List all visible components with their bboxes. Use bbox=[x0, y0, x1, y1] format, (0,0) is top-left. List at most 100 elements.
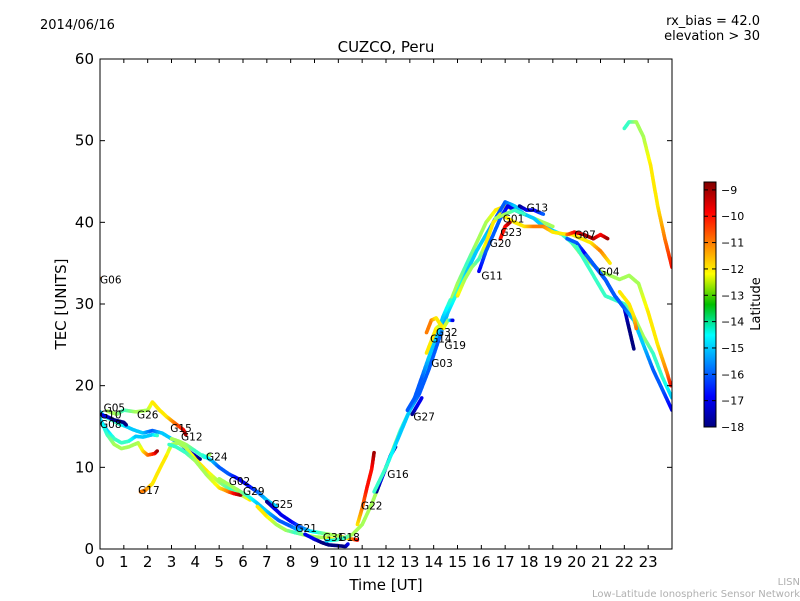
x-tick-label: 10 bbox=[329, 553, 348, 571]
track-g14 bbox=[410, 396, 424, 417]
track-unlabeled-32 bbox=[622, 120, 672, 270]
colorbar-tick-label: −9 bbox=[721, 184, 737, 197]
credit-short: LISN bbox=[777, 577, 800, 588]
data-layer bbox=[100, 120, 672, 549]
x-tick-label: 20 bbox=[567, 553, 586, 571]
track-g27 bbox=[372, 200, 672, 494]
data-point bbox=[608, 261, 612, 265]
data-point bbox=[184, 432, 188, 437]
y-tick-label: 60 bbox=[75, 50, 94, 68]
x-tick-label: 16 bbox=[472, 553, 491, 571]
x-tick-label: 23 bbox=[639, 553, 658, 571]
data-point bbox=[419, 396, 424, 400]
satellite-label: G32 bbox=[436, 327, 458, 339]
data-point bbox=[448, 298, 453, 302]
x-tick-label: 4 bbox=[191, 553, 201, 571]
data-point bbox=[508, 220, 512, 225]
satellite-label: G16 bbox=[387, 469, 409, 481]
satellite-label: G12 bbox=[181, 431, 203, 443]
satellite-label: G21 bbox=[295, 523, 317, 535]
track-g31 bbox=[303, 532, 350, 549]
track-g11 bbox=[455, 212, 612, 298]
satellite-label: G08 bbox=[100, 419, 122, 431]
satellite-label: G25 bbox=[272, 499, 294, 511]
colorbar-tick-label: −18 bbox=[721, 421, 744, 434]
data-point bbox=[605, 236, 610, 241]
data-point bbox=[346, 542, 350, 546]
track-g15 bbox=[105, 400, 188, 437]
y-axis-label: TEC [UNITS] bbox=[52, 259, 70, 351]
satellite-label: G19 bbox=[444, 340, 466, 352]
data-point bbox=[450, 318, 455, 323]
data-point bbox=[632, 347, 636, 351]
track-g10 bbox=[100, 412, 129, 427]
colorbar-tick-label: −10 bbox=[721, 210, 744, 223]
x-axis-label: Time [UT] bbox=[348, 576, 422, 594]
satellite-label: G04 bbox=[598, 266, 620, 278]
colorbar-tick-label: −17 bbox=[721, 395, 744, 408]
track-g24 bbox=[167, 442, 243, 497]
x-tick-label: 7 bbox=[262, 553, 272, 571]
track-g04 bbox=[565, 236, 636, 351]
x-tick-label: 8 bbox=[286, 553, 296, 571]
data-point bbox=[634, 326, 639, 331]
satellite-label: G29 bbox=[243, 486, 265, 498]
satellite-label: G11 bbox=[481, 270, 503, 282]
satellite-label: G03 bbox=[431, 358, 453, 370]
satellite-label: G13 bbox=[527, 203, 549, 215]
x-tick-label: 9 bbox=[310, 553, 320, 571]
plot-frame bbox=[99, 58, 673, 550]
colorbar-tick-label: −11 bbox=[721, 237, 744, 250]
satellite-labels: G06G05G10G08G26G15G12G17G24G02G29G25G21G… bbox=[100, 203, 620, 544]
x-tick-label: 11 bbox=[353, 553, 372, 571]
x-tick-label: 6 bbox=[238, 553, 248, 571]
x-tick-label: 18 bbox=[519, 553, 538, 571]
satellite-label: G20 bbox=[490, 238, 512, 250]
colorbar-tick-label: −12 bbox=[721, 263, 744, 276]
data-point bbox=[355, 538, 360, 542]
x-tick-label: 1 bbox=[119, 553, 129, 571]
colorbar: −9 −10 −11 −12 −13 −14 −15 −16 −17 −18 Latitude bbox=[703, 181, 764, 434]
data-point bbox=[155, 433, 159, 438]
data-point bbox=[372, 450, 376, 455]
y-tick-label: 0 bbox=[84, 540, 94, 558]
track-unlabeled-29 bbox=[574, 245, 672, 400]
data-point bbox=[198, 457, 202, 461]
colorbar-label: Latitude bbox=[749, 277, 764, 331]
rx-bias-label: rx_bias = 42.0 bbox=[666, 14, 760, 29]
satellite-label: G24 bbox=[206, 452, 228, 464]
x-tick-label: 22 bbox=[615, 553, 634, 571]
x-tick-label: 21 bbox=[591, 553, 610, 571]
y-tick-label: 40 bbox=[75, 213, 94, 231]
date-label: 2014/06/16 bbox=[40, 18, 115, 33]
satellite-label: G23 bbox=[500, 227, 522, 239]
satellite-label: G07 bbox=[574, 230, 596, 242]
x-tick-label: 3 bbox=[167, 553, 177, 571]
track-g29 bbox=[217, 477, 303, 533]
data-point bbox=[155, 449, 159, 453]
track-g03 bbox=[405, 298, 453, 413]
x-tick-label: 2 bbox=[143, 553, 153, 571]
y-tick-label: 10 bbox=[75, 458, 94, 476]
elevation-label: elevation > 30 bbox=[664, 29, 760, 44]
chart-title: CUZCO, Peru bbox=[338, 38, 435, 56]
x-tick-label: 15 bbox=[448, 553, 467, 571]
track-g01 bbox=[493, 208, 527, 221]
y-tick-label: 50 bbox=[75, 132, 94, 150]
satellite-label: G06 bbox=[100, 275, 122, 287]
colorbar-tick-label: −13 bbox=[721, 289, 744, 302]
credit-long: Low-Latitude Ionospheric Sensor Network bbox=[592, 589, 800, 600]
track-g22 bbox=[355, 450, 376, 527]
data-point bbox=[207, 452, 212, 457]
credit: LISN Low-Latitude Ionospheric Sensor Net… bbox=[592, 577, 800, 601]
satellite-label: G18 bbox=[338, 532, 360, 544]
y-tick-label: 20 bbox=[75, 377, 94, 395]
satellite-label: G22 bbox=[361, 501, 383, 513]
receiver-info: rx_bias = 42.0 elevation > 30 bbox=[664, 14, 760, 44]
satellite-label: G01 bbox=[503, 213, 525, 225]
y-tick-label: 30 bbox=[75, 295, 94, 313]
colorbar-tick-label: −15 bbox=[721, 342, 744, 355]
data-point bbox=[551, 224, 555, 229]
x-tick-label: 13 bbox=[400, 553, 419, 571]
x-tick-label: 5 bbox=[214, 553, 224, 571]
